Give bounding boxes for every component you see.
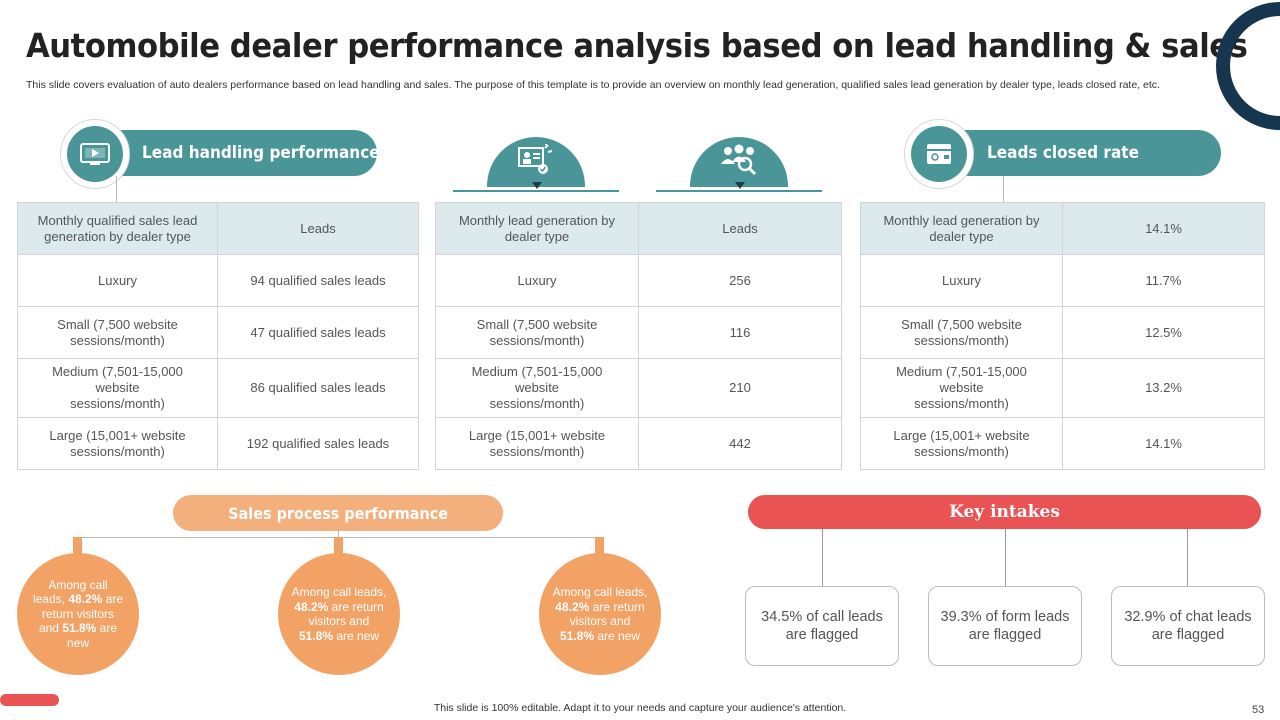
lead-generation-table: Monthly lead generation by dealer type L… — [435, 202, 842, 470]
team-search-icon — [721, 144, 757, 176]
wallet-icon — [927, 144, 951, 164]
key-intake-box: 34.5% of call leads are flagged — [745, 586, 899, 666]
presentation-icon — [518, 144, 553, 174]
table-row: Luxury 94 qualified sales leads — [17, 254, 419, 307]
table-header-row: Monthly qualified sales lead generation … — [17, 202, 419, 255]
leads-closed-header: Leads closed rate — [932, 130, 1221, 176]
sales-process-label: Sales process performance — [228, 503, 448, 523]
table-cell: Small (7,500 website sessions/month) — [17, 306, 218, 359]
table-row: Small (7,500 website sessions/month) 47 … — [17, 306, 419, 359]
table-cell: Medium (7,501-15,000 website sessions/mo… — [860, 358, 1063, 418]
header-cell: Monthly lead generation by dealer type — [860, 202, 1063, 255]
table-row: Large (15,001+ website sessions/month) 1… — [17, 417, 419, 470]
table-cell: Small (7,500 website sessions/month) — [435, 306, 639, 359]
key-intakes-connector — [1187, 529, 1188, 586]
table-cell: 116 — [638, 306, 842, 359]
table-cell: 442 — [638, 417, 842, 470]
table-cell: Medium (7,501-15,000 website sessions/mo… — [435, 358, 639, 418]
table-cell: Luxury — [860, 254, 1063, 307]
header-cell: Monthly qualified sales lead generation … — [17, 202, 218, 255]
table-cell: Medium (7,501-15,000 website sessions/mo… — [17, 358, 218, 418]
table-row: Medium (7,501-15,000 website sessions/mo… — [17, 358, 419, 418]
table-cell: 12.5% — [1062, 306, 1265, 359]
connector-stub — [595, 537, 604, 555]
table-cell: 11.7% — [1062, 254, 1265, 307]
table-cell: Large (15,001+ website sessions/month) — [17, 417, 218, 470]
sales-process-circle: Among call leads, 48.2% are return visit… — [278, 553, 400, 675]
table-cell: 86 qualified sales leads — [217, 358, 419, 418]
table-cell: 256 — [638, 254, 842, 307]
decorative-red-bar — [0, 694, 59, 706]
leads-closed-stem — [1003, 176, 1004, 202]
table-cell: Large (15,001+ website sessions/month) — [435, 417, 639, 470]
table-cell: 14.1% — [1062, 417, 1265, 470]
page-title: Automobile dealer performance analysis b… — [26, 26, 1248, 65]
table-row: Small (7,500 website sessions/month) 12.… — [860, 306, 1265, 359]
table-row: Large (15,001+ website sessions/month) 1… — [860, 417, 1265, 470]
page-number: 53 — [1252, 704, 1265, 716]
connector-stub — [73, 537, 82, 555]
presentation-underline — [453, 190, 619, 192]
table-cell: 192 qualified sales leads — [217, 417, 419, 470]
table-cell: 13.2% — [1062, 358, 1265, 418]
table-cell: 94 qualified sales leads — [217, 254, 419, 307]
table-row: Small (7,500 website sessions/month) 116 — [435, 306, 842, 359]
header-cell: Leads — [638, 202, 842, 255]
leads-closed-badge — [904, 119, 974, 189]
table-cell: Small (7,500 website sessions/month) — [860, 306, 1063, 359]
lead-handling-badge — [60, 119, 130, 189]
table-row: Luxury 256 — [435, 254, 842, 307]
table-row: Medium (7,501-15,000 website sessions/mo… — [435, 358, 842, 418]
table-cell: Large (15,001+ website sessions/month) — [860, 417, 1063, 470]
table-cell: 47 qualified sales leads — [217, 306, 419, 359]
sales-process-stem — [338, 531, 339, 538]
key-intakes-connector — [1005, 529, 1006, 586]
decorative-ring — [1216, 2, 1280, 130]
lead-handling-stem — [116, 176, 117, 202]
lead-handling-header: Lead handling performance — [88, 130, 380, 176]
page-subtitle: This slide covers evaluation of auto dea… — [26, 79, 1160, 91]
sales-process-circle: Among call leads, 48.2% are return visit… — [17, 553, 139, 675]
table-header-row: Monthly lead generation by dealer type L… — [435, 202, 842, 255]
leads-closed-table: Monthly lead generation by dealer type 1… — [860, 202, 1265, 470]
table-cell: 210 — [638, 358, 842, 418]
table-row: Large (15,001+ website sessions/month) 4… — [435, 417, 842, 470]
table-cell: Luxury — [435, 254, 639, 307]
presentation-pointer — [532, 182, 542, 189]
team-search-underline — [656, 190, 822, 192]
footer-note: This slide is 100% editable. Adapt it to… — [433, 702, 847, 714]
key-intakes-header: Key intakes — [748, 495, 1261, 529]
connector-stub — [334, 537, 343, 555]
key-intake-box: 39.3% of form leads are flagged — [928, 586, 1082, 666]
table-row: Luxury 11.7% — [860, 254, 1265, 307]
header-cell: 14.1% — [1062, 202, 1265, 255]
header-cell: Monthly lead generation by dealer type — [435, 202, 639, 255]
lead-handling-table: Monthly qualified sales lead generation … — [17, 202, 419, 470]
team-search-pointer — [735, 182, 745, 189]
sales-process-circle: Among call leads, 48.2% are return visit… — [539, 553, 661, 675]
video-screen-icon — [80, 143, 110, 165]
lead-handling-label: Lead handling performance — [142, 143, 380, 163]
table-row: Medium (7,501-15,000 website sessions/mo… — [860, 358, 1265, 418]
sales-process-header: Sales process performance — [173, 495, 503, 531]
key-intake-box: 32.9% of chat leads are flagged — [1111, 586, 1265, 666]
header-cell: Leads — [217, 202, 419, 255]
table-cell: Luxury — [17, 254, 218, 307]
table-header-row: Monthly lead generation by dealer type 1… — [860, 202, 1265, 255]
key-intakes-connector — [822, 529, 823, 586]
leads-closed-label: Leads closed rate — [987, 143, 1139, 163]
